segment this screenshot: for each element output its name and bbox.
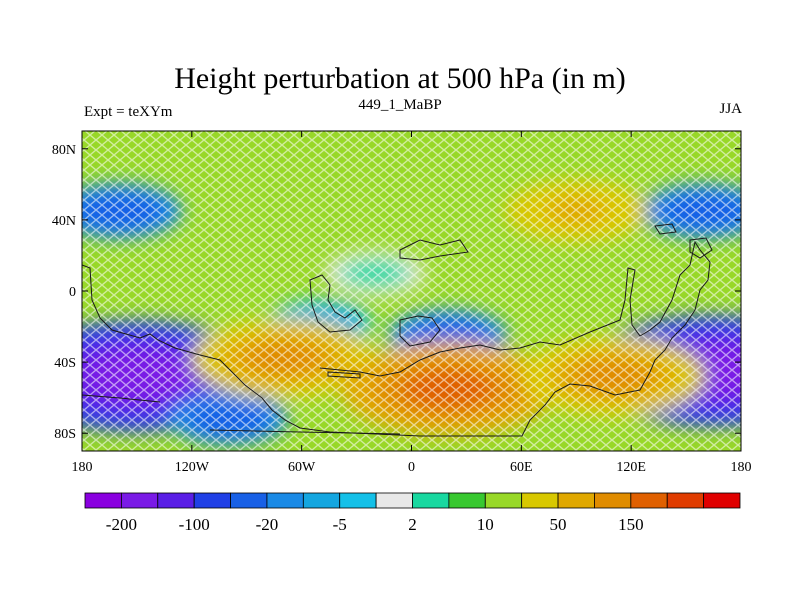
y-tick-label: 80S bbox=[54, 427, 76, 442]
x-tick-label: 0 bbox=[408, 460, 415, 475]
colorbar-swatch bbox=[375, 492, 413, 509]
y-tick-label: 40N bbox=[52, 214, 76, 229]
colorbar-swatch bbox=[193, 492, 231, 509]
x-tick-label: 180 bbox=[72, 460, 93, 475]
colorbar-swatch bbox=[521, 492, 559, 509]
colorbar-label: -5 bbox=[333, 515, 347, 534]
colorbar-label: 50 bbox=[550, 515, 567, 534]
y-tick-label: 40S bbox=[54, 356, 76, 371]
colorbar-swatch bbox=[630, 492, 668, 509]
colorbar-swatch bbox=[157, 492, 195, 509]
colorbar-swatch bbox=[666, 492, 705, 509]
colorbar-swatch bbox=[703, 492, 741, 509]
x-tick-label: 60E bbox=[510, 460, 533, 475]
colorbar-swatch bbox=[230, 492, 268, 509]
colorbar-label: 150 bbox=[618, 515, 644, 534]
colorbar-swatch bbox=[557, 492, 595, 509]
colorbar-label: -20 bbox=[256, 515, 279, 534]
y-tick-label: 80N bbox=[52, 143, 76, 158]
chart-title: Height perturbation at 500 hPa (in m) bbox=[174, 62, 626, 95]
colorbar-label: -200 bbox=[106, 515, 137, 534]
colorbar-label: 10 bbox=[477, 515, 494, 534]
y-tick-label: 0 bbox=[69, 285, 76, 300]
colorbar-label: 2 bbox=[408, 515, 417, 534]
run-label: 449_1_MaBP bbox=[358, 97, 442, 113]
contour-hatching bbox=[82, 131, 741, 451]
colorbar-swatch bbox=[448, 492, 486, 509]
season-label: JJA bbox=[719, 101, 742, 117]
colorbar-swatch bbox=[266, 492, 304, 509]
colorbar-swatch bbox=[412, 492, 450, 509]
colorbar-swatch bbox=[84, 492, 122, 509]
colorbar-swatch bbox=[120, 492, 159, 509]
colorbar-label: -100 bbox=[179, 515, 210, 534]
colorbar-swatch bbox=[594, 492, 632, 509]
x-tick-label: 120E bbox=[616, 460, 646, 475]
experiment-label: Expt = teXYm bbox=[84, 104, 173, 120]
x-tick-label: 60W bbox=[288, 460, 316, 475]
colorbar-swatch bbox=[302, 492, 341, 509]
x-tick-label: 120W bbox=[175, 460, 210, 475]
colorbar-swatch bbox=[339, 492, 377, 509]
colorbar-swatch bbox=[484, 492, 523, 509]
coastlines bbox=[82, 223, 713, 437]
colorbar: -200 -100 -20 -5 2 10 50 150 bbox=[84, 492, 741, 534]
x-tick-label: 180 bbox=[731, 460, 752, 475]
